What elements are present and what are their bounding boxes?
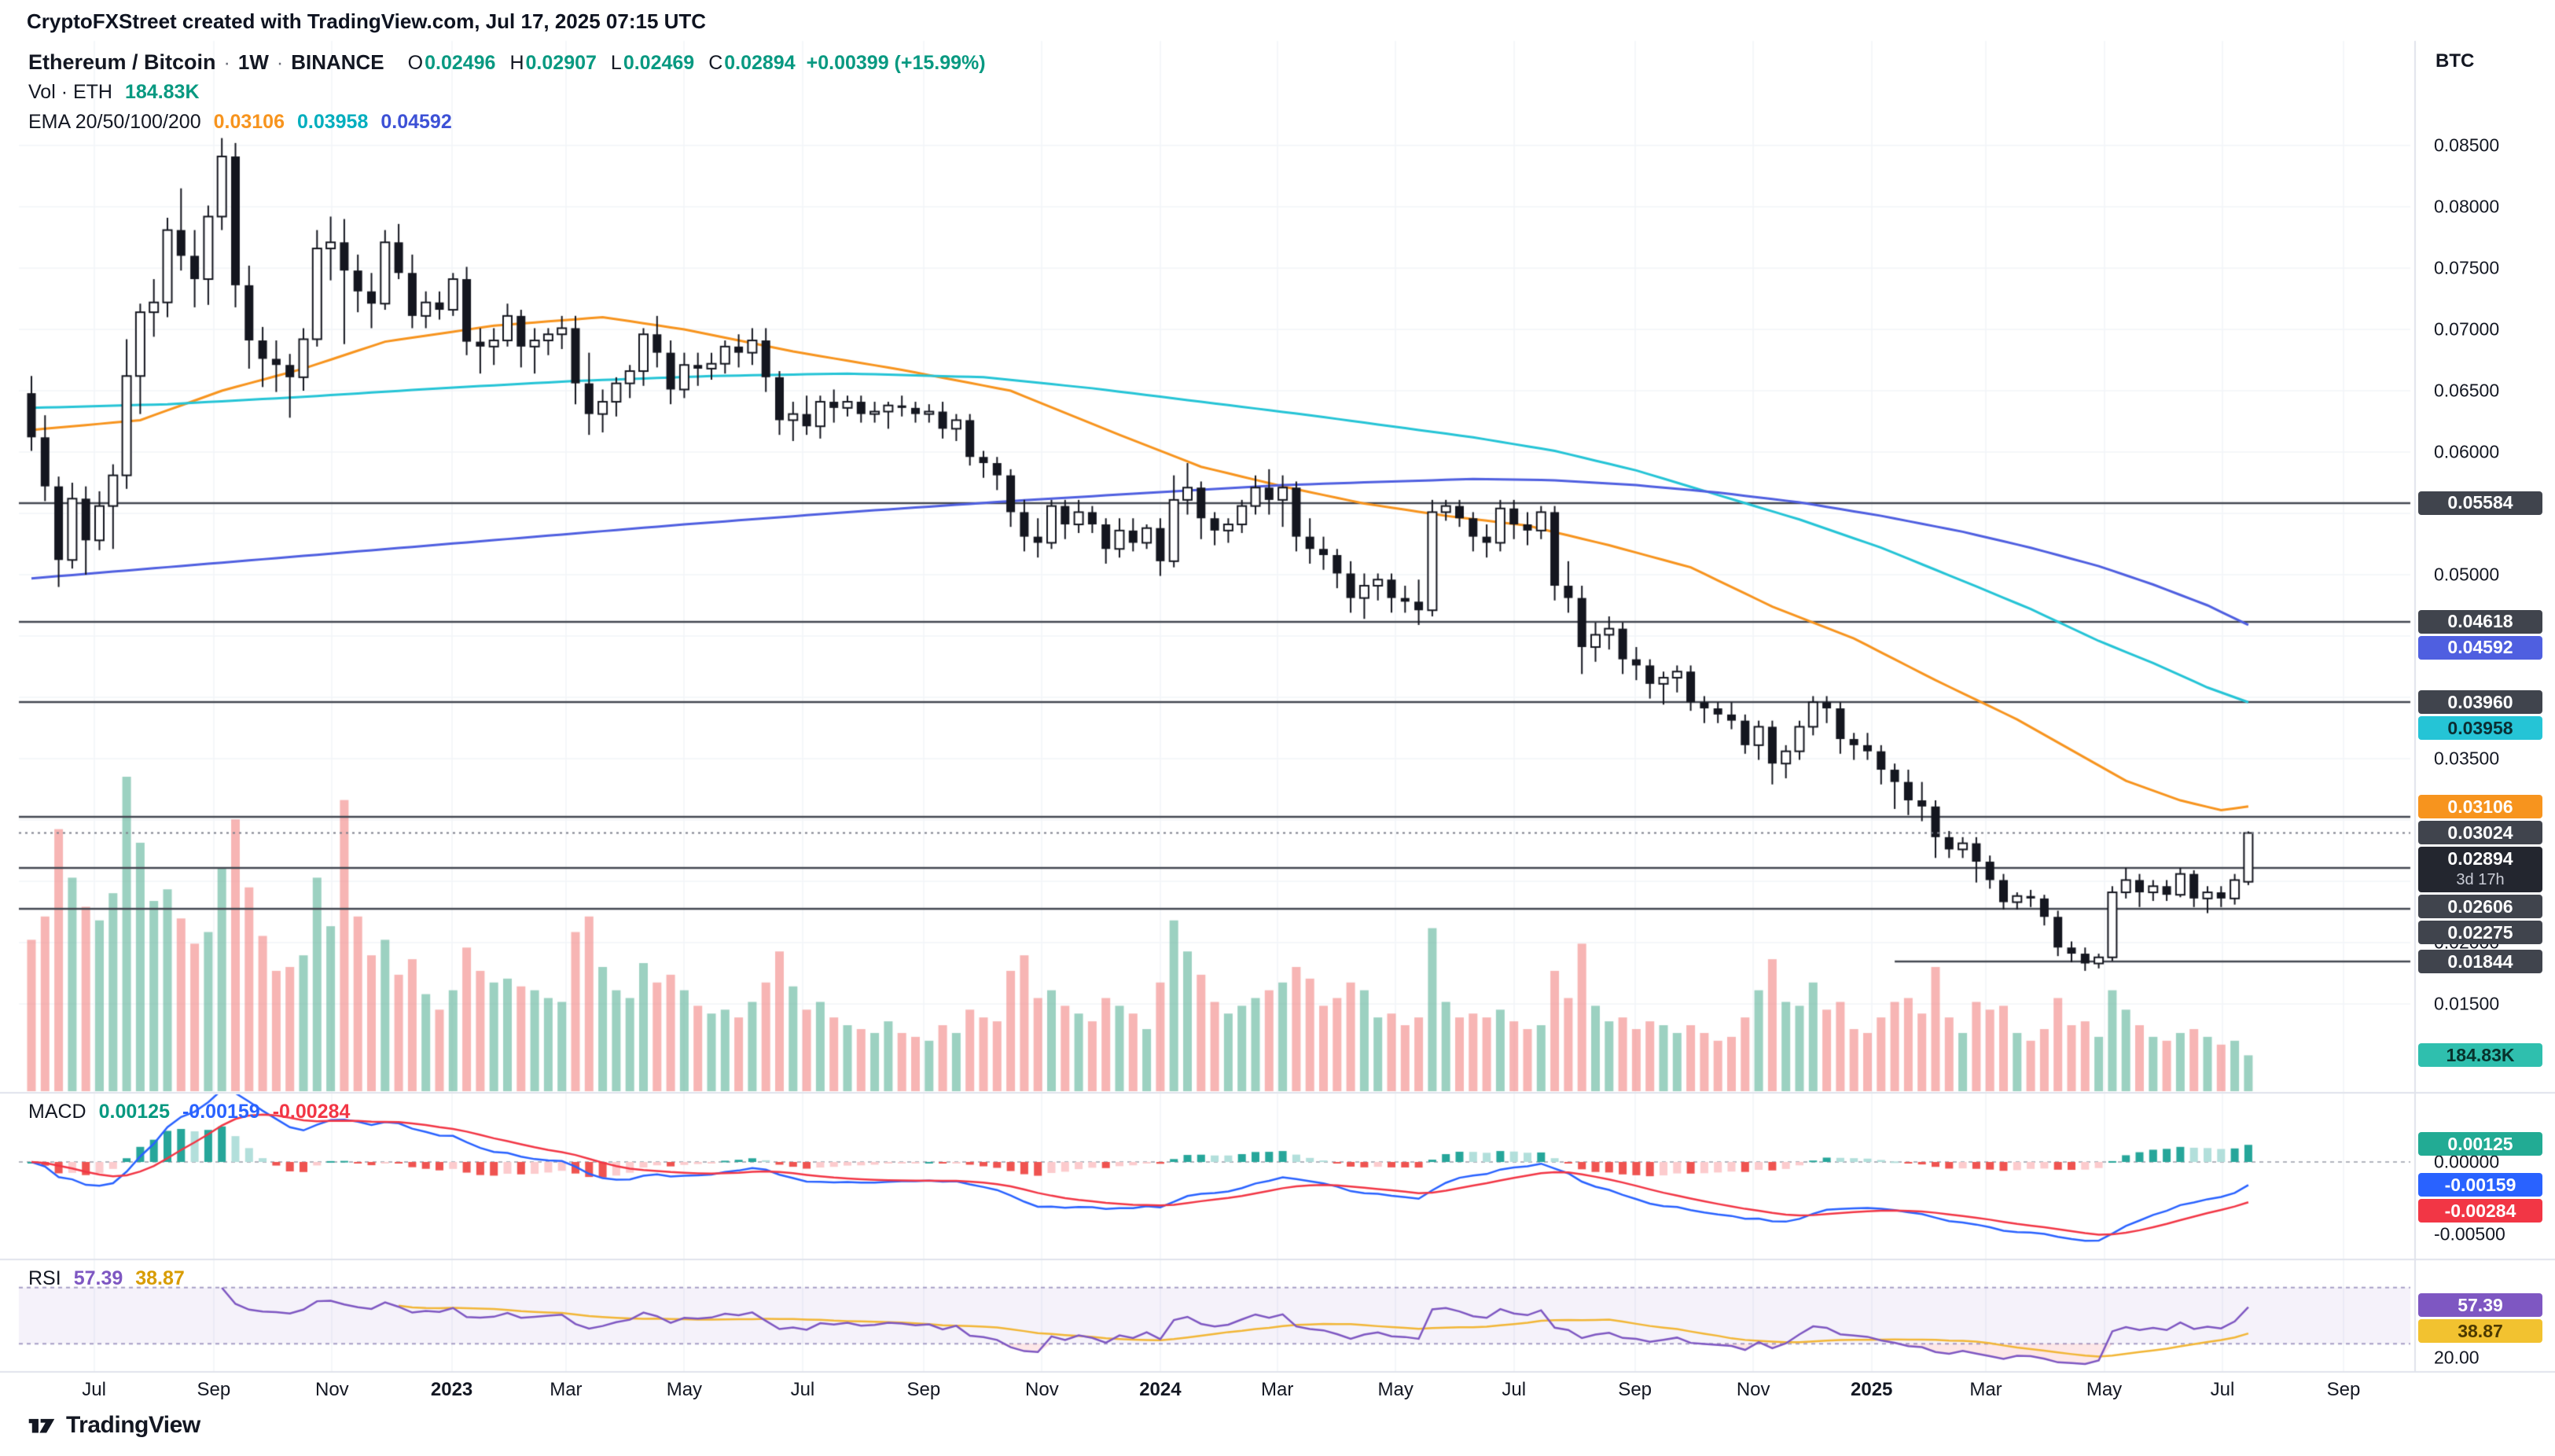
axis-tick-label: 0.08500	[2434, 134, 2500, 156]
ema-legend-row[interactable]: EMA 20/50/100/200 0.03106 0.03958 0.0459…	[28, 111, 452, 134]
symbol-legend-row[interactable]: Ethereum / Bitcoin · 1W · BINANCE O 0.024…	[28, 50, 986, 75]
ema50-value: 0.03106	[213, 111, 285, 133]
watermark-header: CryptoFXStreet created with TradingView.…	[27, 9, 707, 33]
time-axis-label: Nov	[314, 1379, 349, 1400]
time-axis-label: 2024	[1139, 1379, 1182, 1400]
ema200-value: 0.04592	[380, 111, 452, 133]
time-axis-label: Sep	[197, 1379, 231, 1400]
volume-label: Vol · ETH	[28, 81, 112, 103]
rsi-ma-value: 38.87	[135, 1267, 185, 1289]
axis-tick-label: 0.05000	[2434, 564, 2500, 585]
price-axis-badge-level: 0.03024	[2418, 821, 2542, 845]
axis-tick-label: 0.08000	[2434, 196, 2500, 217]
ema-label: EMA 20/50/100/200	[28, 111, 201, 133]
axis-tick-label: 0.01500	[2434, 993, 2500, 1014]
price-axis-badge-hist: 0.00125	[2418, 1132, 2542, 1156]
price-axis-badge-level: 0.01844	[2418, 950, 2542, 974]
price-axis-badge-signal: -0.00284	[2418, 1199, 2542, 1223]
price-axis-badge-level: 0.05584	[2418, 491, 2542, 515]
volume-legend-row[interactable]: Vol · ETH 184.83K	[28, 81, 200, 104]
open-value: 0.02496	[425, 52, 496, 74]
time-axis-label: Jul	[1502, 1379, 1527, 1400]
macd-legend-row[interactable]: MACD 0.00125 -0.00159 -0.00284	[28, 1101, 350, 1123]
symbol-title[interactable]: Ethereum / Bitcoin	[28, 50, 216, 74]
time-axis-label: Mar	[550, 1379, 583, 1400]
macd-label: MACD	[28, 1101, 86, 1123]
ema100-value: 0.03958	[297, 111, 369, 133]
time-axis-label: Sep	[2326, 1379, 2361, 1400]
rsi-legend-row[interactable]: RSI 57.39 38.87	[28, 1267, 185, 1290]
low-key: L	[610, 52, 622, 74]
price-axis-badge-level: 0.04618	[2418, 609, 2542, 634]
price-axis-badge-level: 0.03960	[2418, 690, 2542, 715]
rsi-value: 57.39	[73, 1267, 123, 1289]
price-axis-badge-ema100: 0.03958	[2418, 716, 2542, 741]
close-value: 0.02894	[724, 52, 796, 74]
time-axis-label: May	[2086, 1379, 2123, 1400]
price-axis-badge-macd: -0.00159	[2418, 1173, 2542, 1197]
time-axis-label: Nov	[1736, 1379, 1770, 1400]
time-axis-label: Sep	[906, 1379, 941, 1400]
price-axis-badge-level: 0.02275	[2418, 921, 2542, 945]
price-axis-currency: BTC	[2436, 50, 2475, 72]
separator-dot: ·	[223, 52, 230, 74]
footer-brand-text[interactable]: TradingView	[66, 1412, 200, 1438]
time-axis-label: Nov	[1025, 1379, 1059, 1400]
axis-tick-label: 0.06000	[2434, 441, 2500, 462]
open-key: O	[407, 52, 424, 74]
axis-tick-label: -0.00500	[2434, 1223, 2505, 1245]
time-axis-label: Jul	[2210, 1379, 2235, 1400]
time-axis-label: Jul	[790, 1379, 815, 1400]
rsi-label: RSI	[28, 1267, 61, 1289]
change-value: +0.00399 (+15.99%)	[806, 52, 986, 74]
separator-dot: ·	[276, 52, 284, 74]
time-axis-label: May	[1377, 1379, 1414, 1400]
footer-brand[interactable]: TradingView	[27, 1410, 200, 1440]
price-axis-badge-ema200: 0.04592	[2418, 635, 2542, 660]
high-value: 0.02907	[525, 52, 597, 74]
time-axis-label: 2023	[430, 1379, 473, 1400]
close-key: C	[708, 52, 723, 74]
interval-label: 1W	[237, 50, 269, 74]
price-axis-badge-level: 0.02606	[2418, 895, 2542, 919]
time-axis-label: Jul	[82, 1379, 106, 1400]
macd-signal-value: -0.00284	[272, 1101, 351, 1123]
axis-tick-label: 20.00	[2434, 1347, 2480, 1368]
macd-hist-value: 0.00125	[98, 1101, 170, 1123]
axis-tick-label: 0.07500	[2434, 257, 2500, 278]
price-axis-badge-vol: 184.83K	[2418, 1043, 2542, 1068]
time-axis-label: May	[666, 1379, 703, 1400]
exchange-label: BINANCE	[291, 50, 384, 74]
time-axis-label: Sep	[1618, 1379, 1652, 1400]
time-axis-label: Mar	[1261, 1379, 1294, 1400]
axis-tick-label: 0.06500	[2434, 380, 2500, 401]
time-axis-label: 2025	[1850, 1379, 1893, 1400]
low-value: 0.02469	[623, 52, 695, 74]
time-axis-label: Mar	[1969, 1379, 2002, 1400]
volume-value: 184.83K	[124, 81, 200, 103]
high-key: H	[509, 52, 524, 74]
axis-tick-label: 0.07000	[2434, 318, 2500, 340]
macd-line-value: -0.00159	[182, 1101, 260, 1123]
price-axis-badge-rsi: 57.39	[2418, 1293, 2542, 1318]
price-axis-badge-ema50: 0.03106	[2418, 795, 2542, 819]
tradingview-logo-icon	[28, 1418, 55, 1433]
price-axis-badge-rsi_ma: 38.87	[2418, 1319, 2542, 1344]
axis-tick-label: 0.03500	[2434, 748, 2500, 769]
price-axis-badge-last: 0.02894 3d 17h	[2418, 847, 2542, 893]
